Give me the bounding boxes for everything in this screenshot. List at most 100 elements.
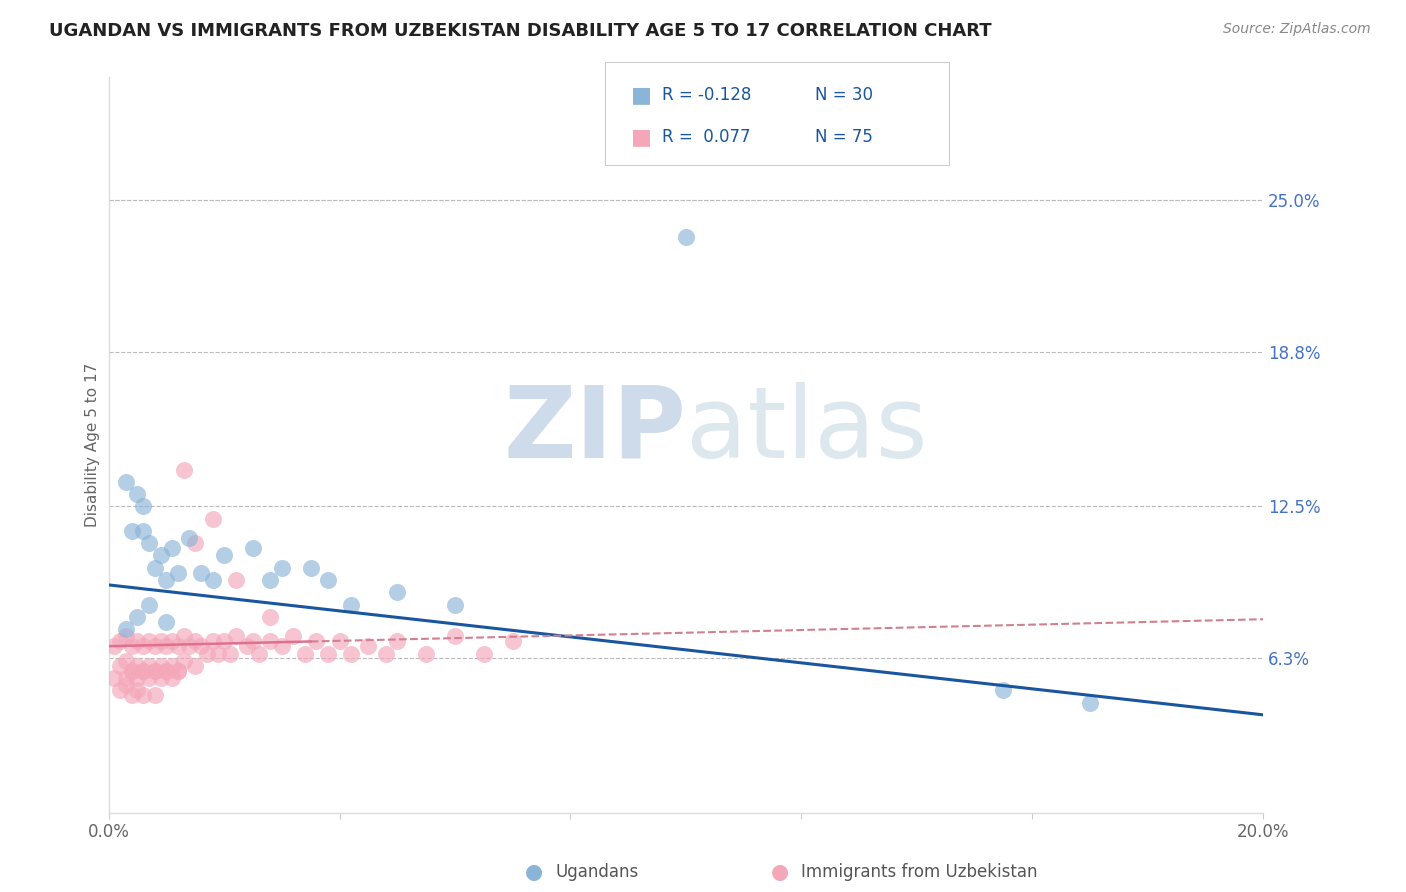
- Point: [270, 639, 292, 653]
- Point: [270, 560, 292, 574]
- Point: [155, 664, 177, 678]
- Point: [374, 647, 396, 661]
- Point: [103, 639, 125, 653]
- Text: Source: ZipAtlas.com: Source: ZipAtlas.com: [1223, 22, 1371, 37]
- Point: [143, 688, 166, 702]
- Point: [155, 639, 177, 653]
- Point: [160, 634, 183, 648]
- Point: [115, 622, 138, 636]
- Point: [329, 634, 352, 648]
- Point: [132, 688, 155, 702]
- Point: [387, 634, 409, 648]
- Point: [190, 639, 212, 653]
- Point: [415, 647, 437, 661]
- Point: [190, 566, 212, 580]
- Point: [121, 639, 143, 653]
- Point: [444, 598, 467, 612]
- Point: [201, 573, 224, 587]
- Point: [160, 671, 183, 685]
- Point: [472, 647, 495, 661]
- Point: [138, 536, 160, 550]
- Point: [184, 658, 207, 673]
- Y-axis label: Disability Age 5 to 17: Disability Age 5 to 17: [86, 363, 100, 527]
- Point: [108, 683, 131, 698]
- Point: [299, 560, 322, 574]
- Point: [259, 609, 281, 624]
- Text: N = 75: N = 75: [815, 128, 873, 146]
- Point: [225, 629, 247, 643]
- Point: [127, 487, 149, 501]
- Point: [127, 658, 149, 673]
- Point: [201, 512, 224, 526]
- Point: [316, 647, 339, 661]
- Text: R =  0.077: R = 0.077: [662, 128, 751, 146]
- Point: [167, 639, 190, 653]
- Point: [207, 647, 229, 661]
- Point: [201, 634, 224, 648]
- Point: [242, 634, 264, 648]
- Text: UGANDAN VS IMMIGRANTS FROM UZBEKISTAN DISABILITY AGE 5 TO 17 CORRELATION CHART: UGANDAN VS IMMIGRANTS FROM UZBEKISTAN DI…: [49, 22, 991, 40]
- Point: [305, 634, 328, 648]
- Point: [160, 658, 183, 673]
- Point: [195, 647, 218, 661]
- Point: [1078, 696, 1101, 710]
- Point: [103, 671, 125, 685]
- Point: [143, 560, 166, 574]
- Point: [108, 658, 131, 673]
- Point: [121, 524, 143, 538]
- Point: [121, 688, 143, 702]
- Point: [121, 664, 143, 678]
- Point: [340, 647, 363, 661]
- Point: [179, 532, 201, 546]
- Point: [242, 541, 264, 556]
- Point: [143, 664, 166, 678]
- Point: [173, 463, 195, 477]
- Point: [179, 639, 201, 653]
- Point: [225, 573, 247, 587]
- Point: [149, 634, 172, 648]
- Point: [108, 634, 131, 648]
- Point: [160, 541, 183, 556]
- Text: Ugandans: Ugandans: [555, 863, 638, 881]
- Point: [132, 664, 155, 678]
- Point: [121, 664, 143, 678]
- Point: [149, 549, 172, 563]
- Point: [212, 549, 235, 563]
- Point: [184, 634, 207, 648]
- Text: ●: ●: [772, 863, 789, 882]
- Point: [340, 598, 363, 612]
- Point: [132, 500, 155, 514]
- Point: [167, 566, 190, 580]
- Text: ■: ■: [631, 85, 652, 105]
- Text: Immigrants from Uzbekistan: Immigrants from Uzbekistan: [801, 863, 1038, 881]
- Point: [675, 229, 697, 244]
- Point: [127, 609, 149, 624]
- Point: [132, 664, 155, 678]
- Point: [218, 647, 240, 661]
- Point: [115, 678, 138, 692]
- Point: [247, 647, 270, 661]
- Text: atlas: atlas: [686, 382, 928, 479]
- Point: [173, 629, 195, 643]
- Text: N = 30: N = 30: [815, 86, 873, 104]
- Point: [259, 634, 281, 648]
- Point: [127, 683, 149, 698]
- Point: [115, 475, 138, 489]
- Text: ZIP: ZIP: [503, 382, 686, 479]
- Point: [167, 664, 190, 678]
- Point: [283, 629, 305, 643]
- Point: [155, 573, 177, 587]
- Point: [184, 536, 207, 550]
- Text: ●: ●: [526, 863, 543, 882]
- Point: [236, 639, 259, 653]
- Point: [127, 634, 149, 648]
- Point: [138, 598, 160, 612]
- Point: [173, 654, 195, 668]
- Point: [155, 615, 177, 629]
- Point: [357, 639, 380, 653]
- Point: [149, 671, 172, 685]
- Point: [155, 664, 177, 678]
- Point: [132, 639, 155, 653]
- Point: [115, 671, 138, 685]
- Point: [387, 585, 409, 599]
